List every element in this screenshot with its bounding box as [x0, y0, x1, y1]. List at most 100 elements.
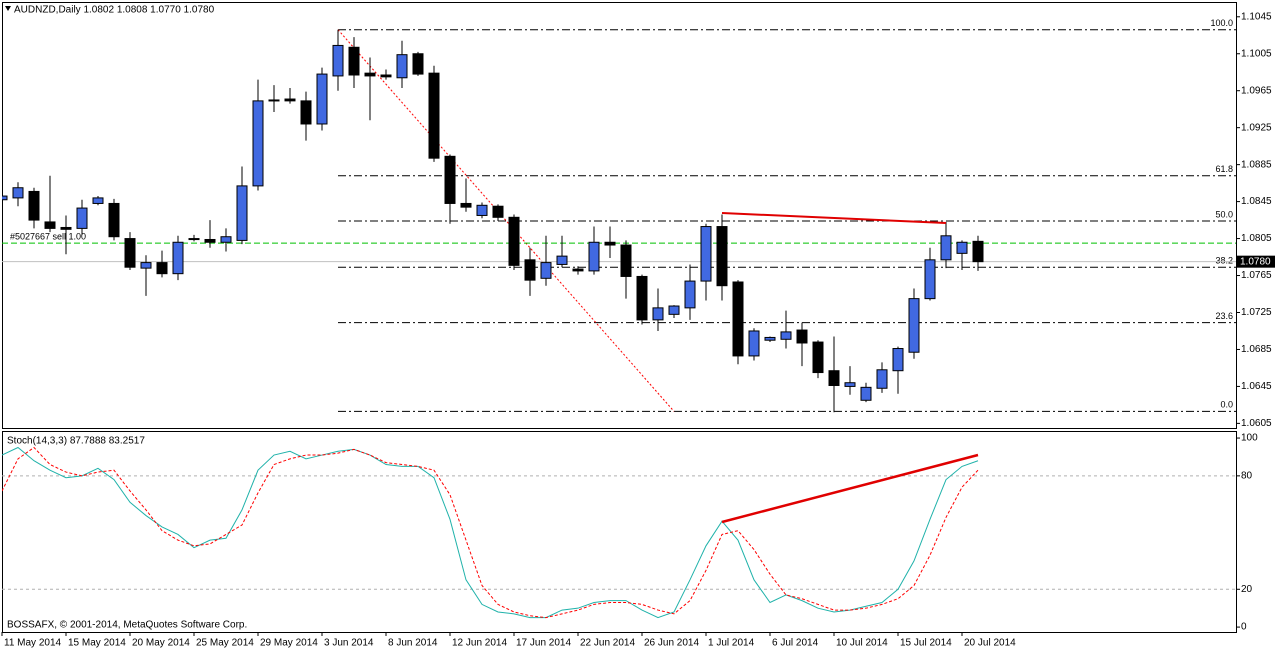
stoch-line — [2, 446, 979, 619]
x-tick-label: 8 Jun 2014 — [388, 638, 438, 649]
candle-body — [860, 386, 872, 401]
candle-body — [188, 238, 200, 241]
candle-body — [588, 241, 600, 272]
x-tick-label: 3 Jun 2014 — [324, 638, 374, 649]
candle-body — [60, 226, 72, 230]
candle-body — [140, 262, 152, 269]
x-tick-label: 11 May 2014 — [4, 638, 62, 649]
y-tick-label: 100 — [1241, 433, 1258, 444]
x-tick-label: 17 Jun 2014 — [516, 638, 571, 649]
candle-body — [764, 336, 776, 341]
candle-body — [556, 255, 568, 265]
last-price-box — [1237, 255, 1275, 268]
candle-body — [124, 238, 136, 268]
candle-body — [828, 370, 840, 386]
candle-body — [268, 99, 280, 102]
x-tick-label: 20 Jul 2014 — [964, 638, 1016, 649]
main-plot: 100.0 61.8 50.0 38.2 23.6 0.0 #5027667 sell 1.… — [2, 18, 1236, 413]
candle-body — [876, 369, 888, 389]
candle-body — [108, 202, 120, 238]
candle-body — [428, 72, 440, 159]
candle-body — [844, 382, 856, 387]
y-tick-label: 1.0765 — [1241, 270, 1272, 281]
candle-body — [716, 226, 728, 287]
y-tick-label: 1.0605 — [1241, 418, 1272, 429]
candle-body — [364, 72, 376, 77]
candle-body — [76, 207, 88, 229]
order-label: #5027667 sell 1.00 — [10, 232, 86, 242]
x-tick-label: 1 Jul 2014 — [708, 638, 755, 649]
x-tick-label: 22 Jun 2014 — [580, 638, 635, 649]
y-tick-label: 1.0805 — [1241, 233, 1272, 244]
stoch-panel — [2, 431, 1237, 633]
candle-body — [796, 329, 808, 344]
stoch-title: Stoch(14,3,3) 87.7888 83.2517 — [7, 436, 145, 447]
candle-body — [780, 331, 792, 340]
y-tick-label: 1.0685 — [1241, 344, 1272, 355]
fibo-label: 61.8 — [1215, 164, 1233, 174]
candle-body — [540, 262, 552, 279]
candle-body — [508, 216, 520, 266]
fibo-label: 38.2 — [1215, 256, 1233, 266]
candle-body — [908, 298, 920, 353]
x-tick-label: 26 Jun 2014 — [644, 638, 699, 649]
candle-body — [252, 100, 264, 187]
fibo-label: 23.6 — [1215, 311, 1233, 321]
y-tick-label: 1.0645 — [1241, 381, 1272, 392]
candle-body — [460, 202, 472, 208]
candle-body — [492, 205, 504, 218]
candle-body — [412, 53, 424, 75]
candle-body — [2, 195, 8, 201]
candle-body — [332, 44, 344, 77]
fibo-label: 50.0 — [1215, 209, 1233, 219]
candle-body — [316, 73, 328, 125]
candle-body — [956, 241, 968, 254]
x-tick-label: 12 Jun 2014 — [452, 638, 507, 649]
x-tick-label: 15 May 2014 — [68, 638, 126, 649]
candle-body — [348, 46, 360, 76]
candle-body — [684, 280, 696, 309]
axes: 1.1045 1.1005 1.0965 1.0925 1.0885 1.0845 1.08… — [1, 11, 1275, 649]
candle-body — [396, 54, 408, 79]
y-tick-label: 1.0845 — [1241, 196, 1272, 207]
main-panel — [2, 2, 1237, 429]
candle-body — [380, 74, 392, 78]
candle-body — [444, 155, 456, 204]
y-tick-label: 1.0885 — [1241, 159, 1272, 170]
candle-body — [748, 330, 760, 357]
candle-body — [172, 241, 184, 275]
stoch-line — [2, 446, 979, 619]
candle-body — [156, 262, 168, 275]
candle-body — [940, 235, 952, 261]
symbol-icon — [5, 6, 11, 11]
chart-title: AUDNZD,Daily 1.0802 1.0808 1.0770 1.0780 — [14, 5, 215, 16]
x-tick-label: 15 Jul 2014 — [900, 638, 952, 649]
candle-body — [284, 98, 296, 102]
x-tick-label: 6 Jul 2014 — [772, 638, 819, 649]
y-tick-label: 1.1045 — [1241, 11, 1272, 22]
y-tick-label: 1.0725 — [1241, 307, 1272, 318]
candle-body — [924, 259, 936, 300]
last-price-label: 1.0780 — [1240, 256, 1271, 267]
candle-body — [220, 236, 232, 243]
candle-body — [300, 100, 312, 125]
candle-body — [892, 348, 904, 372]
x-tick-label: 25 May 2014 — [196, 638, 254, 649]
x-tick-label: 10 Jul 2014 — [836, 638, 888, 649]
stoch-plot — [2, 446, 1236, 619]
candle-body — [204, 238, 216, 243]
footer: BOSSAFX, © 2001-2014, MetaQuotes Softwar… — [7, 620, 247, 631]
fibo-label: 0.0 — [1220, 400, 1233, 410]
y-tick-label: 20 — [1241, 584, 1253, 595]
candle-body — [972, 240, 984, 263]
candle-body — [604, 241, 616, 246]
y-tick-label: 1.1005 — [1241, 48, 1272, 59]
candle-body — [236, 185, 248, 241]
candle-body — [476, 204, 488, 216]
candle-body — [92, 197, 104, 204]
x-tick-label: 20 May 2014 — [132, 638, 190, 649]
candle-body — [28, 190, 40, 221]
x-tick-label: 29 May 2014 — [260, 638, 318, 649]
candle-body — [572, 268, 584, 272]
